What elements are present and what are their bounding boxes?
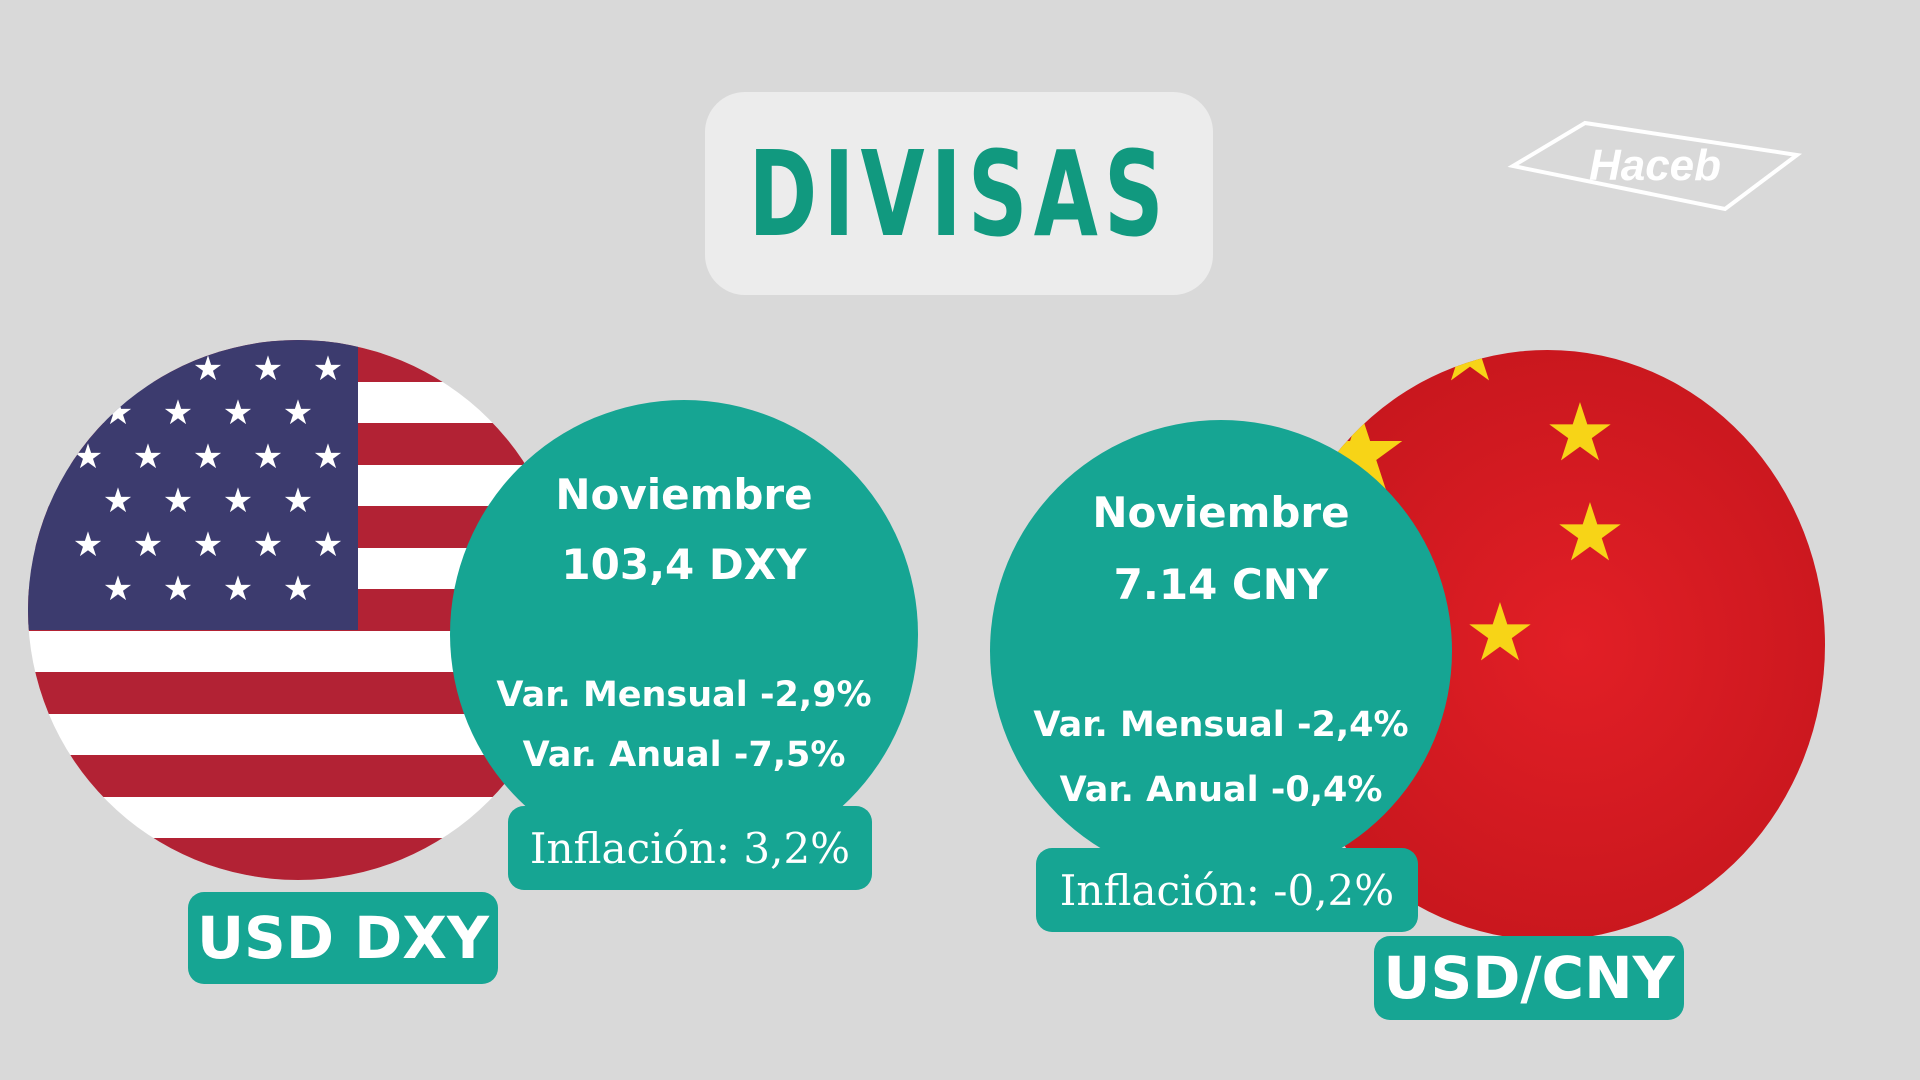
- svg-text:★: ★: [103, 481, 133, 521]
- svg-text:★: ★: [133, 349, 163, 389]
- haceb-logo-icon: Haceb: [1505, 115, 1805, 217]
- usd-label: USD DXY: [196, 904, 490, 972]
- svg-text:★: ★: [133, 525, 163, 565]
- usd-inflation: Inflación: 3,2%: [529, 823, 851, 873]
- svg-text:★: ★: [1434, 350, 1506, 399]
- svg-text:★: ★: [313, 525, 343, 565]
- svg-text:★: ★: [163, 481, 193, 521]
- svg-text:★: ★: [283, 569, 313, 609]
- svg-text:★: ★: [163, 393, 193, 433]
- svg-text:★: ★: [103, 569, 133, 609]
- svg-text:★: ★: [283, 481, 313, 521]
- usd-monthly-variation: Var. Mensual -2,9%: [496, 675, 872, 715]
- cny-annual-variation: Var. Anual -0,4%: [1059, 770, 1383, 810]
- usd-annual-variation: Var. Anual -7,5%: [522, 735, 846, 775]
- svg-text:★: ★: [133, 437, 163, 477]
- svg-text:★: ★: [103, 393, 133, 433]
- svg-text:★: ★: [73, 525, 103, 565]
- svg-text:★: ★: [253, 525, 283, 565]
- svg-text:★: ★: [73, 437, 103, 477]
- svg-text:★: ★: [1554, 486, 1626, 579]
- cny-label: USD/CNY: [1383, 944, 1675, 1012]
- svg-text:★: ★: [1464, 586, 1536, 679]
- usd-value: 103,4 DXY: [561, 540, 807, 589]
- svg-text:★: ★: [223, 569, 253, 609]
- usd-info-circle: Noviembre 103,4 DXY Var. Mensual -2,9% V…: [450, 400, 918, 868]
- svg-text:★: ★: [193, 349, 223, 389]
- svg-text:★: ★: [283, 393, 313, 433]
- svg-text:★: ★: [223, 481, 253, 521]
- cny-label-badge: USD/CNY: [1374, 936, 1684, 1020]
- svg-text:★: ★: [163, 569, 193, 609]
- svg-text:★: ★: [193, 437, 223, 477]
- title-box: DIVISAS: [705, 92, 1213, 295]
- svg-text:★: ★: [253, 437, 283, 477]
- svg-text:★: ★: [193, 525, 223, 565]
- cny-inflation-badge: Inflación: -0,2%: [1036, 848, 1418, 932]
- svg-text:★: ★: [313, 437, 343, 477]
- cny-monthly-variation: Var. Mensual -2,4%: [1033, 705, 1409, 745]
- svg-text:★: ★: [1544, 386, 1616, 479]
- page-title: DIVISAS: [748, 124, 1170, 263]
- cny-value: 7.14 CNY: [1113, 560, 1329, 609]
- svg-text:★: ★: [223, 393, 253, 433]
- cny-inflation: Inflación: -0,2%: [1059, 865, 1395, 915]
- cny-info-circle: Noviembre 7.14 CNY Var. Mensual -2,4% Va…: [990, 420, 1452, 882]
- svg-text:★: ★: [253, 349, 283, 389]
- cny-month: Noviembre: [1092, 488, 1350, 537]
- svg-text:★: ★: [313, 349, 343, 389]
- usd-month: Noviembre: [555, 470, 813, 519]
- svg-text:★: ★: [73, 349, 103, 389]
- logo-text: Haceb: [1588, 141, 1722, 190]
- usd-inflation-badge: Inflación: 3,2%: [508, 806, 872, 890]
- usd-label-badge: USD DXY: [188, 892, 498, 984]
